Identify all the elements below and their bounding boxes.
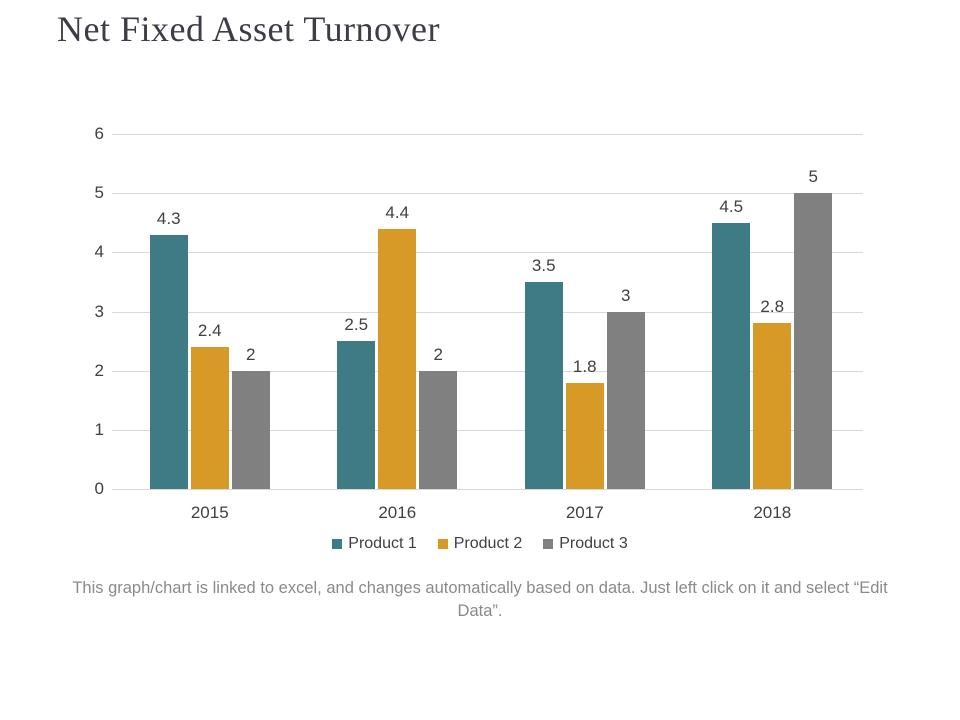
legend-label: Product 1: [348, 535, 417, 552]
legend-swatch-icon: [543, 539, 554, 549]
legend-item-product-2: Product 2: [437, 535, 523, 553]
bar-value-label: 1.8: [572, 356, 597, 376]
bar-value-label: 2.8: [760, 297, 785, 317]
y-axis-tick-label: 0: [94, 479, 104, 498]
bar-product-3-2018: [794, 193, 833, 489]
y-axis-tick-label: 4: [94, 242, 104, 262]
x-axis-tick-label: 2016: [378, 503, 417, 522]
x-axis-tick-label: 2017: [565, 503, 604, 522]
legend-swatch-icon: [437, 539, 448, 549]
bar-value-label: 3: [621, 285, 631, 305]
y-axis-tick-label: 2: [94, 360, 104, 380]
footer-note: This graph/chart is linked to excel, and…: [72, 579, 888, 620]
bar-product-1-2018: [712, 222, 751, 489]
bar-value-label: 3.5: [531, 255, 556, 275]
bar-product-2-2015: [190, 347, 229, 489]
bar-product-2-2016: [378, 228, 417, 489]
bar-value-label: 4.5: [719, 196, 744, 216]
legend-item-product-3: Product 3: [543, 535, 628, 553]
bar-product-2-2018: [753, 323, 792, 489]
bar-product-1-2017: [524, 281, 563, 489]
bar-product-3-2016: [419, 370, 458, 489]
page-title: Net Fixed Asset Turnover: [57, 9, 441, 49]
bar-product-2-2017: [565, 382, 604, 489]
bar-value-label: 2.5: [344, 315, 369, 335]
gridline-y-4: [112, 252, 863, 254]
bar-value-label: 2.4: [197, 321, 222, 340]
legend-swatch-icon: [332, 539, 343, 549]
chart-legend: Product 1 Product 2 Product 3: [0, 535, 960, 553]
y-axis-tick-label: 5: [94, 183, 104, 203]
bar-value-label: 4.3: [156, 208, 181, 228]
gridline-y-6: [112, 134, 863, 135]
bar-product-3-2015: [231, 370, 270, 489]
x-axis-tick-label: 2015: [190, 503, 229, 522]
gridline-y-1: [112, 429, 863, 431]
legend-label: Product 2: [453, 535, 523, 552]
gridline-y-0: [112, 489, 863, 490]
bar-value-label: 4.4: [385, 202, 410, 222]
gridline-y-5: [112, 193, 863, 195]
bar-product-1-2016: [337, 341, 376, 489]
legend-item-product-1: Product 1: [332, 535, 417, 553]
bar-value-label: 2: [433, 344, 443, 364]
x-axis-tick-label: 2018: [753, 503, 792, 522]
legend-label: Product 3: [559, 535, 628, 552]
gridline-y-3: [112, 311, 863, 313]
bar-product-1-2015: [149, 234, 188, 489]
y-axis-tick-label: 6: [94, 124, 104, 143]
gridline-y-2: [112, 370, 863, 372]
bar-value-label: 5: [808, 167, 818, 187]
bar-product-3-2017: [606, 311, 645, 489]
bar-value-label: 2: [246, 344, 256, 364]
y-axis-tick-label: 3: [94, 301, 104, 321]
y-axis-tick-label: 1: [94, 419, 104, 439]
